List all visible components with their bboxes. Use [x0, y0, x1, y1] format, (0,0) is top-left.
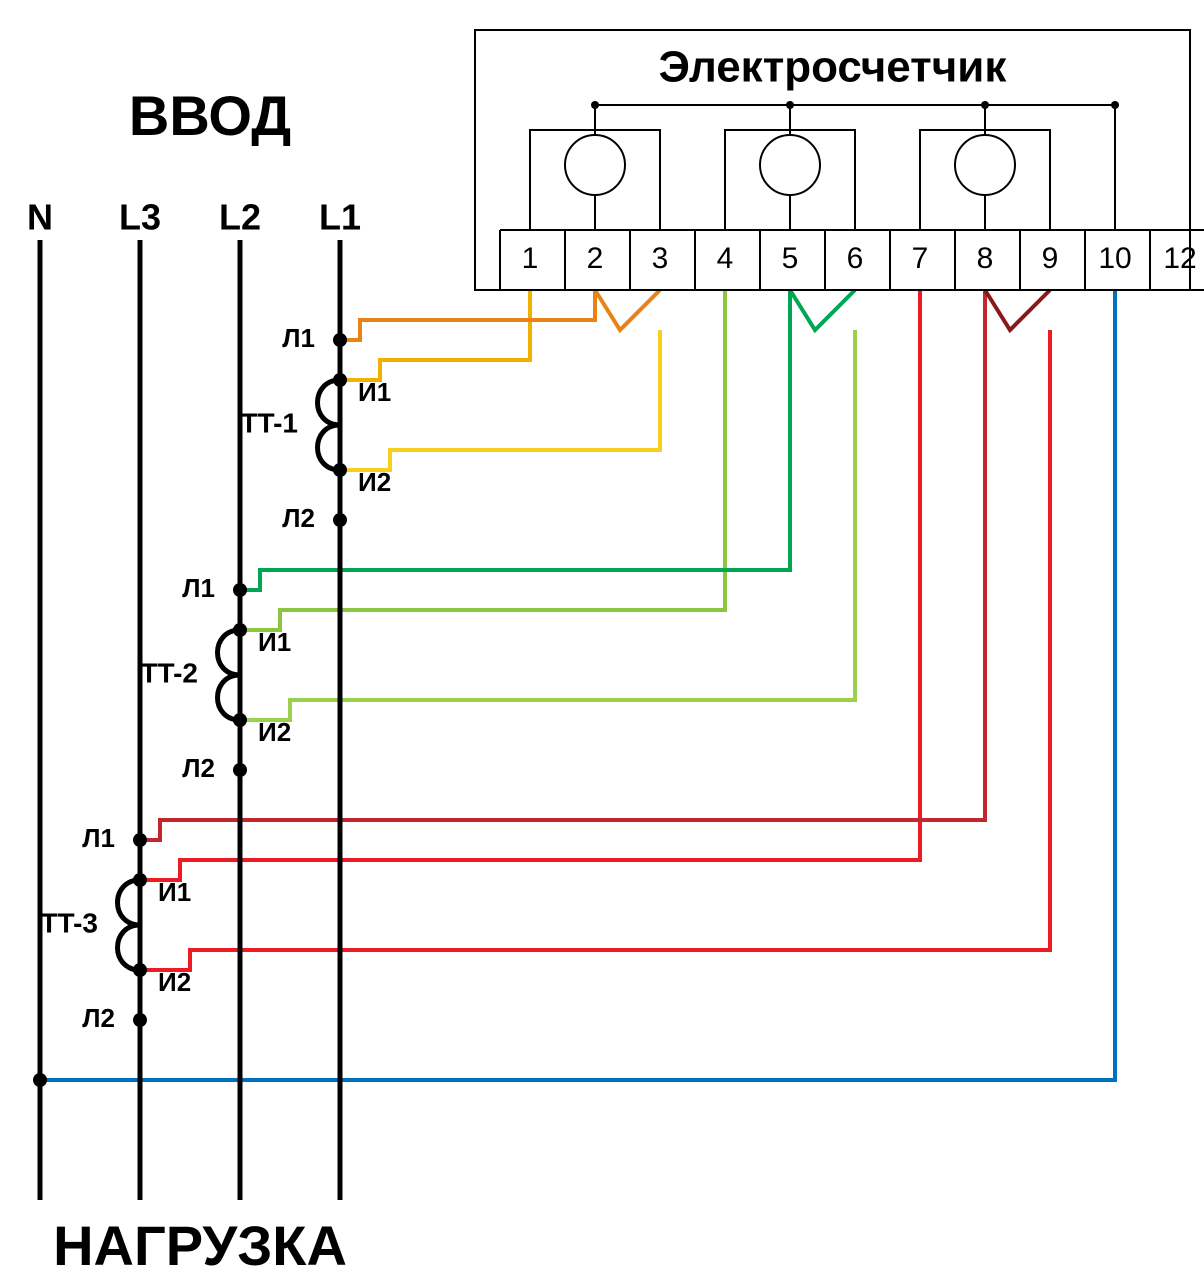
ct-TT-1-Л1-node — [333, 333, 347, 347]
neutral-node — [33, 1073, 47, 1087]
ct-TT-1-Л2-label: Л2 — [282, 503, 315, 533]
ct-TT-3-И1-label: И1 — [158, 877, 191, 907]
terminal-label-5: 5 — [782, 242, 799, 275]
meter-title: Электросчетчик — [659, 43, 1008, 92]
terminal-label-7: 7 — [912, 242, 929, 275]
bus-label-L2: L2 — [219, 197, 261, 238]
terminal-label-2: 2 — [587, 242, 604, 275]
ct-TT-3-Л1-node — [133, 833, 147, 847]
terminal-label-6: 6 — [847, 242, 864, 275]
ct-TT-2-И1-label: И1 — [258, 627, 291, 657]
terminal-label-4: 4 — [717, 242, 734, 275]
ct-TT-3-Л2-node — [133, 1013, 147, 1027]
ct-TT-1-И2-label: И2 — [358, 467, 391, 497]
ct-TT-1-Л1-label: Л1 — [282, 323, 315, 353]
ct-TT-3-И2-label: И2 — [158, 967, 191, 997]
terminal-label-1: 1 — [522, 242, 539, 275]
meter-bus-node-n — [1111, 101, 1119, 109]
ct-TT-2-И2-label: И2 — [258, 717, 291, 747]
ct-TT-2-Л2-node — [233, 763, 247, 777]
ct-TT-2-Л2-label: Л2 — [182, 753, 215, 783]
ct-TT-1-name: TT-1 — [240, 407, 298, 438]
terminal-label-12: 12 — [1163, 242, 1196, 275]
terminal-label-8: 8 — [977, 242, 994, 275]
title-input: ВВОД — [129, 84, 291, 147]
ct-TT-3-Л1-label: Л1 — [82, 823, 115, 853]
ct-TT-2-Л1-node — [233, 583, 247, 597]
bus-label-N: N — [27, 197, 53, 238]
ct-TT-2-name: TT-2 — [140, 657, 198, 688]
terminal-label-10: 10 — [1098, 242, 1131, 275]
ct-TT-3-name: TT-3 — [40, 907, 98, 938]
title-load: НАГРУЗКА — [53, 1214, 347, 1277]
bus-label-L1: L1 — [319, 197, 361, 238]
bus-label-L3: L3 — [119, 197, 161, 238]
ct-TT-1-И1-label: И1 — [358, 377, 391, 407]
background — [0, 0, 1204, 1278]
ct-TT-1-Л2-node — [333, 513, 347, 527]
ct-TT-3-Л2-label: Л2 — [82, 1003, 115, 1033]
terminal-label-9: 9 — [1042, 242, 1059, 275]
terminal-label-3: 3 — [652, 242, 669, 275]
ct-TT-2-Л1-label: Л1 — [182, 573, 215, 603]
